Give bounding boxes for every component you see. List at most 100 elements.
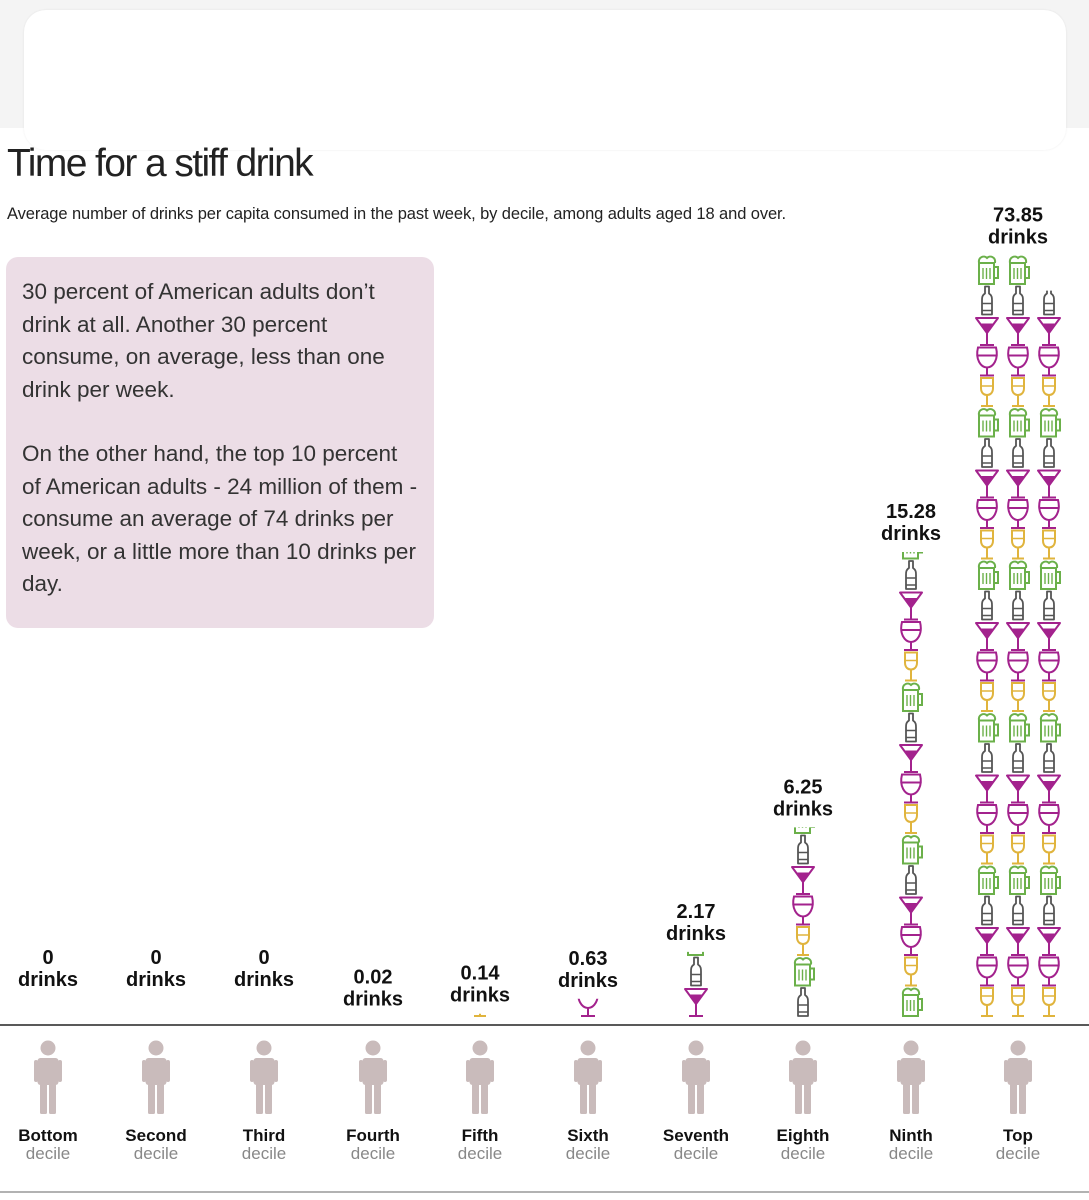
beer-bottle-icon (1012, 590, 1024, 621)
white-wine-glass-icon (980, 529, 994, 560)
beer-mug-icon (793, 957, 815, 987)
value-label: 73.85 (993, 205, 1043, 227)
chart-title: Time for a stiff drink (7, 142, 314, 185)
decile-sublabel: decile (134, 1144, 178, 1163)
person-icon (1004, 1040, 1032, 1114)
unit-label: drinks (988, 227, 1048, 249)
beer-mug-icon (902, 551, 923, 560)
martini-glass-icon (1037, 622, 1061, 651)
decile-sublabel: decile (458, 1144, 502, 1163)
martini-glass-icon (1006, 317, 1030, 346)
beer-bottle-icon (981, 895, 993, 926)
wine-glass-icon (976, 346, 998, 377)
martini-glass-icon (975, 317, 999, 346)
white-wine-glass-icon (980, 834, 994, 865)
martini-glass-icon (975, 622, 999, 651)
person-icon (34, 1040, 62, 1114)
martini-glass-icon (1037, 774, 1061, 804)
beer-bottle-icon (1012, 438, 1024, 468)
martini-glass-icon (1037, 469, 1061, 499)
martini-glass-icon (1037, 317, 1061, 346)
white-wine-glass-icon (1011, 529, 1025, 560)
beer-mug-icon (1039, 865, 1061, 895)
white-wine-glass-icon (1011, 987, 1025, 1017)
beer-bottle-icon (905, 712, 917, 743)
wine-glass-icon (1007, 956, 1029, 987)
white-wine-glass-icon (1042, 682, 1056, 712)
drink-icon-layer (474, 255, 1061, 1017)
decile-sublabel: decile (351, 1144, 395, 1163)
wine-glass-icon (900, 773, 922, 804)
decile-name: Seventh (663, 1126, 729, 1145)
beer-bottle-icon (1012, 895, 1024, 926)
decile-sublabel: decile (781, 1144, 825, 1163)
white-wine-glass-icon (1011, 834, 1025, 865)
wine-glass-icon (577, 998, 599, 1017)
unit-label: drinks (234, 969, 294, 991)
decile-name: Ninth (889, 1126, 932, 1145)
unit-label: drinks (773, 798, 833, 820)
beer-mug-icon (1008, 865, 1030, 895)
label-layer: 0drinksBottomdecile0drinksSeconddecile0d… (18, 205, 1048, 1164)
unit-label: drinks (343, 988, 403, 1010)
wine-glass-icon (976, 956, 998, 987)
martini-glass-icon (899, 591, 923, 621)
white-wine-glass-icon (1011, 682, 1025, 712)
beer-bottle-icon (1043, 290, 1055, 316)
unit-label: drinks (558, 970, 618, 992)
beer-mug-icon (901, 835, 923, 865)
value-label: 15.28 (886, 501, 936, 523)
wine-glass-icon (1007, 804, 1029, 834)
decile-sublabel: decile (889, 1144, 933, 1163)
beer-bottle-icon (905, 865, 917, 895)
decile-name: Top (1003, 1126, 1033, 1145)
decile-sublabel: decile (566, 1144, 610, 1163)
unit-label: drinks (450, 985, 510, 1007)
beer-bottle-icon (981, 743, 993, 773)
beer-bottle-icon (690, 956, 702, 987)
decile-sublabel: decile (242, 1144, 286, 1163)
martini-glass-icon (1037, 927, 1061, 956)
wine-glass-icon (976, 804, 998, 834)
white-wine-glass-icon (1042, 529, 1056, 560)
martini-glass-icon (1006, 927, 1030, 956)
decile-sublabel: decile (674, 1144, 718, 1163)
unit-label: drinks (881, 523, 941, 545)
decile-sublabel: decile (996, 1144, 1040, 1163)
person-icon (789, 1040, 817, 1114)
wine-glass-icon (1038, 804, 1060, 834)
wine-glass-icon (976, 499, 998, 529)
beer-mug-icon (977, 560, 999, 590)
beer-bottle-icon (1043, 895, 1055, 926)
unit-label: drinks (126, 969, 186, 991)
martini-glass-icon (1006, 622, 1030, 651)
beer-mug-icon (1039, 713, 1061, 743)
value-label: 0.63 (569, 948, 608, 970)
wine-glass-icon (1007, 651, 1029, 682)
white-wine-glass-icon (1042, 377, 1056, 407)
beer-bottle-icon (981, 285, 993, 316)
decile-name: Bottom (18, 1126, 77, 1145)
unit-label: drinks (666, 923, 726, 945)
value-label: 2.17 (677, 901, 716, 923)
martini-glass-icon (1006, 469, 1030, 499)
beer-mug-icon (977, 408, 999, 438)
note-box: 30 percent of American adults don’t drin… (6, 257, 434, 628)
beer-mug-icon (1008, 560, 1030, 590)
wine-glass-icon (1038, 499, 1060, 529)
beer-bottle-icon (797, 987, 809, 1017)
beer-mug-icon (977, 713, 999, 743)
value-label: 6.25 (784, 776, 823, 798)
beer-mug-icon (1008, 255, 1030, 285)
white-wine-glass-icon (474, 1013, 486, 1017)
wine-glass-icon (1007, 346, 1029, 377)
people-layer (34, 1040, 1032, 1114)
value-label: 0 (150, 947, 161, 969)
white-wine-glass-icon (980, 682, 994, 712)
top-card (24, 10, 1066, 150)
decile-name: Third (243, 1126, 286, 1145)
decile-name: Second (125, 1126, 186, 1145)
white-wine-glass-icon (980, 987, 994, 1017)
wine-glass-icon (976, 651, 998, 682)
